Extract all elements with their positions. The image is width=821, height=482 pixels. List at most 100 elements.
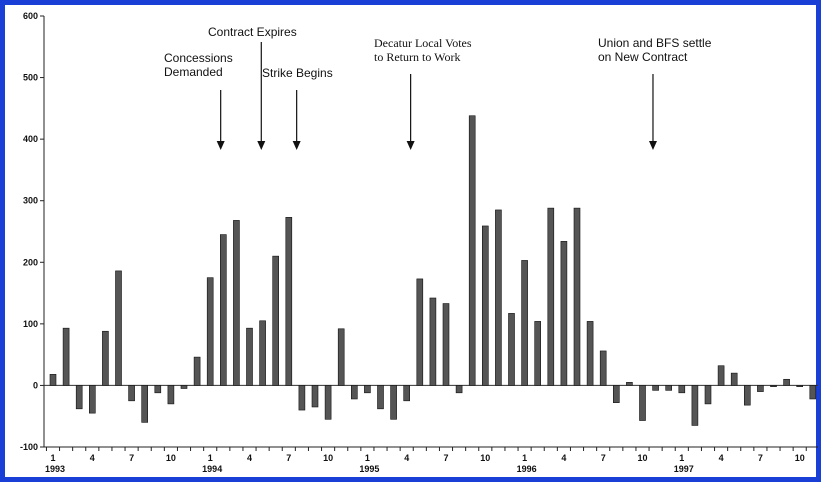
year-label: 1997: [674, 464, 694, 474]
year-label: 1996: [517, 464, 537, 474]
annotation-text: Union and BFS settle: [598, 36, 712, 50]
bar: [89, 385, 96, 414]
bar: [455, 385, 463, 394]
bar: [534, 321, 542, 386]
x-tick-label: 7: [601, 453, 606, 463]
bar: [324, 385, 332, 420]
bar: [481, 225, 489, 386]
x-tick-label: 4: [404, 453, 409, 463]
bar: [626, 382, 633, 386]
y-tick-label: -100: [20, 442, 38, 452]
bar: [495, 209, 502, 386]
x-tick-label: 1: [208, 453, 213, 463]
bar: [298, 385, 306, 411]
bar: [429, 297, 437, 386]
year-label: 1994: [202, 464, 222, 474]
bar: [390, 385, 397, 420]
x-tick-label: 7: [443, 453, 448, 463]
bar: [416, 278, 424, 386]
bar: [678, 385, 686, 394]
bar: [743, 385, 751, 406]
bar: [141, 385, 148, 423]
x-tick-label: 4: [561, 453, 566, 463]
x-tick-label: 10: [323, 453, 333, 463]
bar: [115, 270, 122, 386]
bar: [442, 303, 450, 386]
y-tick-label: 400: [23, 134, 38, 144]
bar: [468, 115, 476, 386]
x-tick-label: 10: [795, 453, 805, 463]
bar: [717, 365, 725, 386]
bar: [233, 220, 240, 386]
y-tick-label: 200: [23, 257, 38, 267]
annotation-text: to Return to Work: [374, 50, 460, 64]
bar: [612, 385, 620, 403]
bar: [599, 350, 607, 386]
x-tick-label: 1: [522, 453, 527, 463]
bar: [206, 277, 214, 386]
bar: [547, 207, 555, 386]
annotation-arrow-head: [292, 141, 301, 150]
bar: [49, 374, 57, 386]
bar: [586, 321, 594, 386]
y-tick-label: 300: [23, 196, 38, 206]
bar: [639, 385, 646, 421]
bar: [154, 385, 162, 394]
bar: [403, 385, 411, 402]
x-tick-label: 4: [90, 453, 95, 463]
bar: [652, 385, 659, 391]
x-tick-label: 7: [129, 453, 134, 463]
bar: [704, 385, 712, 405]
bar: [377, 385, 384, 410]
bar: [783, 378, 790, 386]
bar: [560, 241, 568, 386]
x-tick-label: 10: [637, 453, 647, 463]
bar: [730, 372, 738, 386]
bar: [364, 385, 371, 394]
x-tick-label: 7: [286, 453, 291, 463]
annotation-text: Contract Expires: [208, 25, 297, 39]
annotation-arrow-head: [257, 141, 266, 150]
bar: [102, 330, 109, 386]
y-tick-label: 600: [23, 11, 38, 21]
bar: [508, 313, 515, 386]
bar: [809, 385, 817, 400]
bar: [770, 385, 777, 387]
x-tick-label: 1: [365, 453, 370, 463]
x-tick-label: 1: [50, 453, 55, 463]
y-tick-label: 100: [23, 319, 38, 329]
bar: [75, 385, 83, 410]
annotation-text: on New Contract: [598, 50, 688, 64]
bar: [757, 385, 764, 392]
year-label: 1993: [45, 464, 65, 474]
bar: [691, 385, 699, 426]
y-tick-label: 0: [33, 380, 38, 390]
bar: [180, 385, 188, 389]
bar: [62, 327, 70, 386]
year-label: 1995: [359, 464, 379, 474]
bar: [796, 385, 804, 387]
bar: [259, 320, 266, 386]
x-tick-label: 10: [166, 453, 176, 463]
annotation-arrow-head: [648, 141, 657, 150]
bar: [220, 234, 227, 386]
bar: [128, 385, 135, 402]
x-tick-label: 7: [758, 453, 763, 463]
annotation-text: Demanded: [164, 65, 223, 79]
bar: [272, 255, 280, 386]
x-tick-label: 4: [247, 453, 252, 463]
bar: [246, 327, 253, 386]
bar: [311, 385, 319, 408]
x-tick-label: 10: [480, 453, 490, 463]
x-tick-label: 1: [679, 453, 684, 463]
bar: [337, 328, 345, 386]
y-tick-label: 500: [23, 73, 38, 83]
annotation-arrow-head: [216, 141, 225, 150]
annotation-text: Strike Begins: [262, 66, 333, 80]
bar: [285, 217, 293, 386]
annotation-text: Concessions: [164, 51, 233, 65]
bar: [573, 207, 581, 386]
bar: [665, 385, 673, 391]
annotation-arrow-head: [406, 141, 415, 150]
